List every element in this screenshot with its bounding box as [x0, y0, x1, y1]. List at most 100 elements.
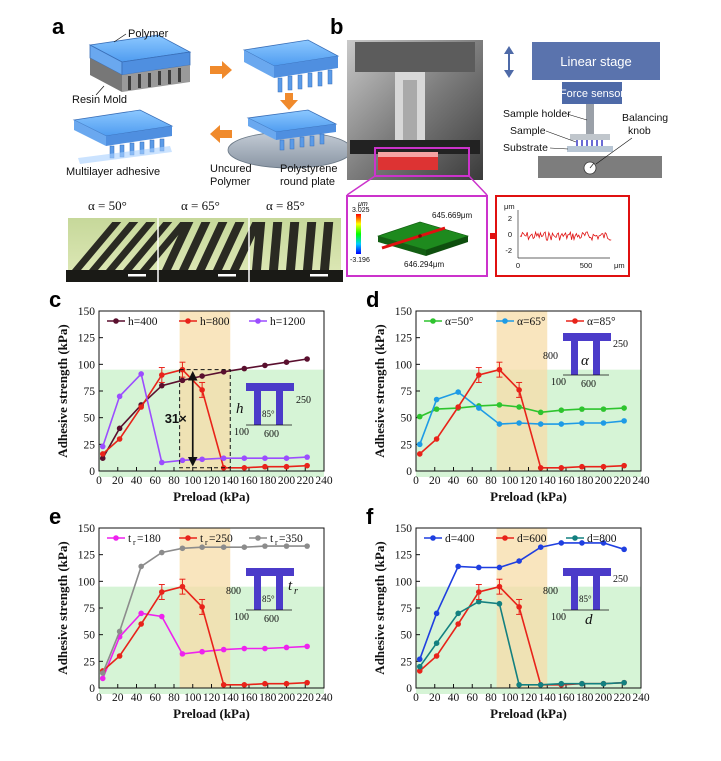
inset-pillar [254, 391, 261, 425]
data-point [159, 459, 165, 466]
inset-schematic: 250 100 600 85° h [234, 383, 311, 440]
x-tick-label: 240 [315, 692, 333, 704]
highlight-box [374, 147, 470, 177]
profile-unit: μm [504, 202, 515, 211]
x-tick-label: 60 [467, 475, 479, 487]
x-tick-label: 0 [96, 475, 102, 487]
data-point [99, 451, 106, 457]
x-tick-label: 60 [150, 692, 162, 704]
data-point [304, 454, 310, 460]
y-tick-label: 75 [84, 603, 96, 615]
y-tick-label: 150 [395, 306, 413, 318]
inset-angle: 85° [262, 409, 275, 419]
data-point [476, 598, 482, 605]
data-point [199, 456, 205, 463]
inset-dim-top: 250 [613, 339, 628, 350]
x-axis-label: Preload (kPa) [490, 706, 567, 721]
pillar-mark [303, 222, 317, 270]
data-point [138, 610, 144, 617]
data-point [99, 670, 106, 676]
pillar-mark [286, 222, 300, 270]
colorbar-icon [356, 214, 361, 254]
panel-label-b: b [330, 14, 343, 39]
data-point [138, 371, 144, 377]
x-axis-label: Preload (kPa) [173, 489, 250, 504]
data-point [220, 682, 227, 688]
data-point [116, 436, 123, 442]
pillar-mark [72, 222, 122, 270]
data-point [496, 564, 503, 571]
data-point [199, 648, 205, 655]
inset-variable: α [581, 353, 590, 369]
inset-dim-top: 250 [296, 395, 311, 406]
y-tick-label: 100 [395, 576, 413, 588]
y-tick-label: 25 [401, 656, 413, 668]
data-point [304, 643, 310, 650]
y-tick-label: 125 [78, 550, 96, 562]
data-point [241, 682, 248, 688]
data-point [116, 393, 123, 400]
legend-label: t [270, 533, 274, 545]
data-point [241, 365, 248, 372]
x-tick-label: 180 [259, 692, 277, 704]
inset-variable: t [288, 578, 293, 594]
pillar-mark [213, 222, 245, 270]
data-point [159, 549, 165, 556]
legend-label: h=1200 [270, 316, 305, 328]
x-tick-label: 120 [203, 692, 221, 704]
data-point [433, 653, 440, 659]
inset-dim-side: 800 [543, 351, 558, 362]
data-point [262, 455, 268, 462]
x-tick-label: 140 [539, 692, 557, 704]
data-point [179, 457, 186, 464]
x-tick-label: 180 [576, 475, 594, 487]
label-linear-stage: Linear stage [560, 54, 632, 69]
data-point [579, 540, 585, 546]
data-point [283, 644, 290, 651]
y-tick-label: 150 [395, 523, 413, 535]
pillar-mark [123, 222, 173, 270]
x-tick-label: 200 [278, 692, 296, 704]
data-point [558, 540, 565, 546]
y-tick-label: 100 [78, 576, 96, 588]
legend-label: α=50° [445, 316, 474, 328]
micrographs: α = 50° α = 65° α = 85° [66, 198, 343, 282]
data-point [558, 680, 565, 687]
inset-angle: 85° [262, 594, 275, 604]
inset-cap [246, 383, 294, 391]
legend-subscript: r [205, 538, 208, 547]
data-point [262, 543, 268, 549]
label-polystyrene-2: round plate [280, 176, 335, 188]
scale-bar-icon [218, 274, 236, 277]
data-point [159, 613, 165, 620]
data-point [558, 465, 565, 471]
label-polymer: Polymer [128, 28, 169, 40]
legend-value: =250 [209, 533, 233, 545]
inset-cap [563, 568, 611, 576]
inset-variable: h [236, 401, 244, 417]
pillar-mark [196, 222, 228, 270]
data-point [621, 405, 627, 411]
inset-variable-subscript: r [294, 586, 298, 597]
data-point [416, 663, 423, 670]
y-tick-label: 25 [84, 439, 96, 451]
x-tick-label: 40 [448, 475, 460, 487]
legend-label: t [200, 533, 204, 545]
data-point [304, 543, 310, 549]
x-tick-label: 140 [222, 692, 240, 704]
data-point [600, 406, 607, 412]
orange-region [179, 311, 231, 471]
data-point [283, 463, 290, 470]
y-tick-label: 75 [401, 603, 413, 615]
label-resin-mold: Resin Mold [72, 94, 127, 106]
inset-pillar [254, 576, 261, 610]
data-point [138, 404, 144, 410]
label-force-sensor: Force sensor [560, 88, 625, 100]
legend-label: t [128, 533, 132, 545]
x-tick-label: 80 [485, 475, 497, 487]
data-point [262, 362, 268, 369]
orange-region [496, 311, 548, 471]
data-point [433, 436, 440, 442]
profile-xtick: 0 [516, 261, 520, 270]
y-tick-label: 50 [401, 630, 413, 642]
